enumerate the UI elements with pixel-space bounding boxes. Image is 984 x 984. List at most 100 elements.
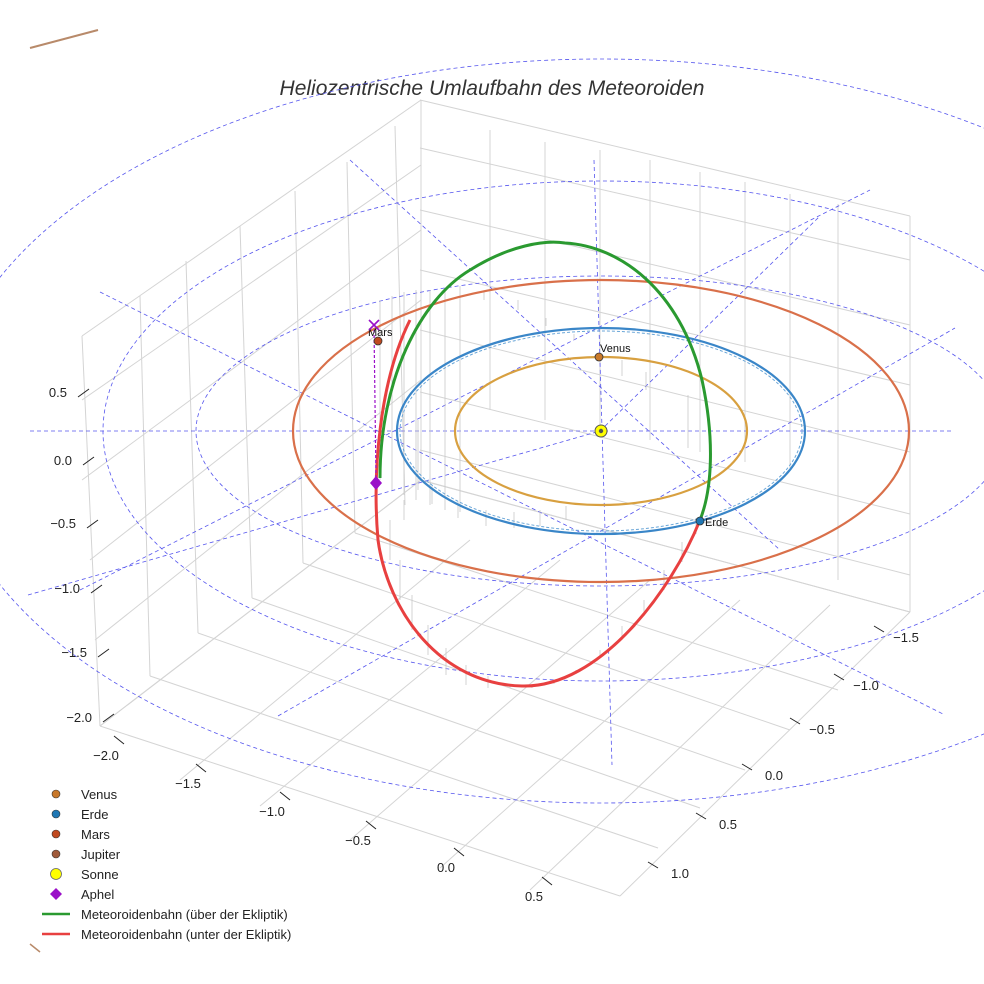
orbit-erde <box>395 326 807 536</box>
floor-gridline <box>179 539 471 781</box>
jupiter-orbit-fragment <box>29 29 99 49</box>
floor-gridline <box>529 604 831 891</box>
floor-gridline <box>420 479 911 613</box>
pane-gridline-h <box>419 209 911 326</box>
ecliptic-grid-spoke <box>599 215 821 432</box>
y-tick-mark <box>789 717 801 725</box>
pane-gridline-h <box>419 449 911 576</box>
z-tick-label: −1.0 <box>54 581 80 596</box>
pane-gridline-h <box>81 99 422 337</box>
markers: Venus Erde Mars <box>368 319 728 529</box>
floor-gridline <box>619 611 911 897</box>
legend-label: Meteoroidenbahn (über der Ekliptik) <box>81 907 288 922</box>
pane-gridline-h <box>81 229 422 481</box>
ecliptic-grid-spoke <box>79 189 871 591</box>
pane-gridline-h <box>94 379 422 641</box>
legend-label: Sonne <box>81 867 119 882</box>
y-tick-mark <box>695 812 707 820</box>
y-tick-mark <box>833 673 845 681</box>
legend-label: Venus <box>81 787 118 802</box>
x-tick-label: −2.0 <box>93 748 119 763</box>
x-tick-mark <box>365 820 377 830</box>
pane-gridline-h <box>419 391 911 515</box>
orbit-mars <box>291 278 911 584</box>
floor-gridline <box>197 632 701 809</box>
marker-mars <box>373 336 383 346</box>
chart-title: Heliozentrische Umlaufbahn des Meteoroid… <box>280 77 705 100</box>
orbit-erde-inner <box>399 330 803 532</box>
jupiter-orbit-fragment-bottom <box>29 943 41 953</box>
floor-gridline <box>149 675 659 849</box>
z-tick-mark <box>82 456 95 466</box>
legend-symbol-sun <box>50 868 62 880</box>
y-tick-mark <box>741 763 753 771</box>
z-tick-label: 0.0 <box>54 453 72 468</box>
drop-lines <box>379 286 697 688</box>
y-tick-label: −0.5 <box>809 722 835 737</box>
legend-item: Jupiter <box>51 847 121 862</box>
z-tick-mark <box>90 584 103 594</box>
legend-item: Aphel <box>50 887 114 902</box>
trajectory <box>373 240 712 688</box>
legend-label: Aphel <box>81 887 114 902</box>
ecliptic-grid-spoke <box>277 327 956 717</box>
legend-item: Meteoroidenbahn (unter der Ekliptik) <box>42 927 291 942</box>
y-tick-mark <box>873 625 885 633</box>
floor-gridline <box>259 559 561 807</box>
pane-gridline-v <box>185 260 199 634</box>
pane-gridline-h <box>419 269 911 386</box>
legend-item: Meteoroidenbahn (über der Ekliptik) <box>42 907 288 922</box>
trajectory-below-ecliptic <box>374 319 702 688</box>
x-tick-mark <box>453 847 465 857</box>
z-tick-mark <box>102 713 115 723</box>
x-tick-label: −1.0 <box>259 804 285 819</box>
y-tick-label: 0.0 <box>765 768 783 783</box>
pane-gridline-h <box>81 164 422 401</box>
pane-gridline-h <box>419 147 911 261</box>
marker-aphel-cross <box>368 319 380 331</box>
label-erde: Erde <box>705 517 728 529</box>
marker-venus <box>594 352 604 362</box>
z-tick-mark <box>86 519 99 529</box>
label-venus: Venus <box>600 343 631 355</box>
floor-gridline <box>99 725 621 897</box>
x-tick-label: 0.0 <box>437 860 455 875</box>
legend-label: Erde <box>81 807 108 822</box>
ecliptic-grid-spoke <box>27 430 601 596</box>
pane-gridline-v <box>294 190 304 564</box>
pane-gridline-v <box>346 161 356 534</box>
z-tick-label: −0.5 <box>50 516 76 531</box>
legend-item: Erde <box>51 807 108 822</box>
x-tick-label: −1.5 <box>175 776 201 791</box>
legend: Venus Erde Mars Jupiter Sonne Aphel Meteoroide… <box>42 787 291 942</box>
y-tick-label: 1.0 <box>671 866 689 881</box>
legend-item: Mars <box>51 827 110 842</box>
floor-gridline <box>302 562 791 731</box>
y-tick-mark <box>647 861 659 869</box>
pane-gridline-h <box>89 299 422 561</box>
ticks: 0.5 0.0 −0.5 −1.0 −1.5 −2.0 −2.0 −1.5 −1.0 −0.5 0.… <box>49 385 919 904</box>
aphel-drop-line <box>373 327 377 479</box>
pane-gridline-v <box>81 335 101 727</box>
y-tick-label: −1.0 <box>853 678 879 693</box>
floor-gridline <box>99 479 422 727</box>
legend-label: Meteoroidenbahn (unter der Ekliptik) <box>81 927 291 942</box>
ecliptic-grid-ring <box>0 58 984 804</box>
marker-erde <box>695 516 705 526</box>
legend-symbol-dot <box>51 789 61 799</box>
legend-symbol-dot <box>51 849 61 859</box>
x-tick-mark <box>195 763 207 773</box>
pane-gridline-v <box>139 295 151 677</box>
pane-gridline-h <box>419 329 911 453</box>
x-tick-label: 0.5 <box>525 889 543 904</box>
z-tick-label: 0.5 <box>49 385 67 400</box>
pane-grid <box>81 99 911 897</box>
legend-label: Mars <box>81 827 110 842</box>
floor-gridline <box>439 599 741 869</box>
floor-gridline <box>349 579 651 841</box>
z-tick-label: −2.0 <box>66 710 92 725</box>
label-mars: Mars <box>368 327 393 339</box>
legend-item: Sonne <box>50 867 119 882</box>
